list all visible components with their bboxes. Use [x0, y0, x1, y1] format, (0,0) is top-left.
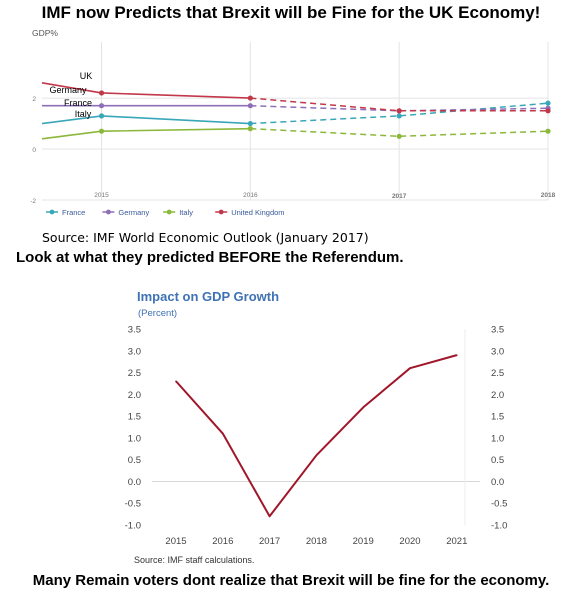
- x-tick-label: 2016: [243, 192, 258, 199]
- data-point: [247, 103, 253, 109]
- data-point: [545, 100, 551, 106]
- chart-source-2: Source: IMF staff calculations.: [134, 555, 254, 565]
- x-tick-label: 2021: [446, 536, 467, 547]
- legend-marker: [166, 209, 172, 215]
- y-tick-label-right: 0.5: [491, 455, 504, 466]
- series-label: UK: [80, 71, 93, 81]
- y-tick-label-right: -1.0: [491, 521, 507, 532]
- data-point: [396, 113, 402, 119]
- x-tick-label: 2019: [353, 536, 374, 547]
- y-tick-label-left: 3.0: [128, 346, 141, 357]
- data-point: [362, 406, 365, 409]
- x-tick-label: 2020: [399, 536, 420, 547]
- chart-source: Source: IMF World Economic Outlook (Janu…: [42, 230, 369, 245]
- data-point: [98, 103, 105, 109]
- gdp-forecast-chart: GDP% -2 0 2 2015 2016 2017 2018 France Germany I…: [30, 28, 556, 217]
- y-axis-label: GDP%: [32, 28, 58, 38]
- data-point: [456, 354, 458, 356]
- legend-marker: [49, 209, 55, 215]
- y-tick-label-right: 2.0: [491, 390, 504, 401]
- data-point: [545, 108, 551, 114]
- data-point: [98, 113, 105, 119]
- x-tick-label: 2015: [165, 536, 186, 547]
- y-tick-label-left: 1.0: [128, 433, 141, 444]
- y-tick-label-left: -1.0: [125, 521, 141, 532]
- x-tick-label: 2018: [541, 192, 556, 199]
- legend-label: France: [62, 208, 85, 217]
- data-point: [396, 108, 402, 114]
- y-tick-label-left: 2.0: [128, 390, 141, 401]
- data-point: [98, 90, 105, 96]
- y-tick-label-right: 3.0: [491, 346, 504, 357]
- data-point: [247, 95, 253, 101]
- data-point: [545, 128, 551, 134]
- series-label: Italy: [75, 109, 92, 119]
- y-tick-label-right: -0.5: [491, 499, 507, 510]
- x-tick-label: 2017: [392, 193, 407, 200]
- y-tick-label: 2: [32, 96, 36, 103]
- series-label: Germany: [49, 85, 87, 95]
- y-tick-label-left: 0.5: [128, 455, 141, 466]
- y-tick-label-left: -0.5: [125, 499, 141, 510]
- x-tick-label: 2017: [259, 536, 280, 547]
- legend: France Germany Italy United Kingdom: [46, 208, 285, 217]
- y-tick-label-left: 3.5: [128, 325, 141, 336]
- chart-title: Impact on GDP Growth: [137, 289, 279, 304]
- data-point: [268, 515, 271, 518]
- headline: IMF now Predicts that Brexit will be Fin…: [41, 3, 541, 22]
- data-point: [396, 133, 402, 139]
- y-tick-label: -2: [30, 198, 36, 205]
- legend-label: Italy: [179, 208, 193, 217]
- legend-label: Germany: [118, 208, 149, 217]
- legend-marker: [218, 209, 224, 215]
- chart-subtitle: (Percent): [138, 308, 177, 319]
- y-tick-label-right: 3.5: [491, 325, 504, 336]
- x-tick-label: 2018: [306, 536, 327, 547]
- data-point: [98, 128, 105, 134]
- y-tick-label-left: 2.5: [128, 368, 141, 379]
- series-label: France: [64, 98, 92, 108]
- legend-label: United Kingdom: [231, 208, 284, 217]
- legend-marker: [106, 209, 111, 215]
- series-line-gdp-impact: [175, 354, 458, 518]
- data-point: [247, 126, 253, 132]
- y-tick-label: 0: [32, 147, 36, 154]
- y-tick-label-left: 1.5: [128, 412, 141, 423]
- y-tick-label-right: 0.0: [491, 477, 504, 488]
- y-tick-label-right: 1.0: [491, 433, 504, 444]
- data-point: [175, 380, 177, 383]
- data-point: [222, 432, 224, 435]
- y-tick-label-right: 1.5: [491, 412, 504, 423]
- data-point: [315, 454, 318, 457]
- data-point: [247, 120, 253, 127]
- caption: Many Remain voters dont realize that Bre…: [32, 572, 550, 589]
- y-tick-label-left: 0.0: [128, 477, 141, 488]
- x-tick-label: 2015: [94, 192, 109, 199]
- x-tick-label: 2016: [212, 536, 233, 547]
- y-tick-label-right: 2.5: [491, 368, 504, 379]
- data-point: [409, 367, 411, 370]
- subheadline: Look at what they predicted BEFORE the R…: [16, 249, 404, 266]
